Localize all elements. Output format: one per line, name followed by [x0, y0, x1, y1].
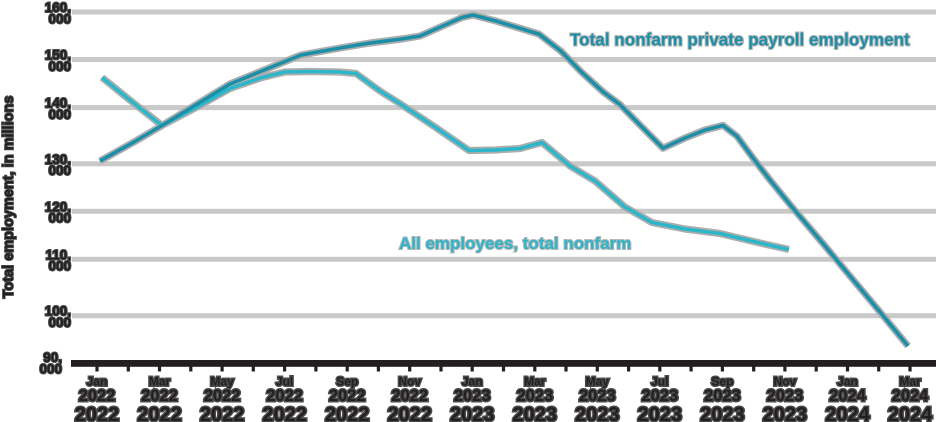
- svg-text:100,: 100,: [45, 304, 71, 319]
- svg-text:000: 000: [48, 259, 71, 274]
- svg-text:2022: 2022: [79, 387, 116, 405]
- svg-text:Total nonfarm private payroll: Total nonfarm private payroll employment: [570, 31, 910, 50]
- svg-text:2022: 2022: [266, 387, 303, 405]
- svg-text:2023: 2023: [516, 387, 553, 405]
- svg-text:120,: 120,: [45, 199, 71, 214]
- svg-text:2023: 2023: [575, 404, 620, 422]
- svg-text:Nov: Nov: [774, 375, 797, 389]
- svg-text:000: 000: [48, 211, 71, 226]
- svg-text:2022: 2022: [200, 404, 245, 422]
- svg-text:May: May: [210, 375, 234, 389]
- svg-text:000: 000: [48, 59, 71, 74]
- svg-text:140,: 140,: [45, 96, 71, 111]
- svg-text:2022: 2022: [141, 387, 178, 405]
- svg-text:2022: 2022: [391, 387, 428, 405]
- svg-text:Jan: Jan: [837, 375, 858, 389]
- svg-text:2024: 2024: [829, 387, 867, 405]
- svg-text:2023: 2023: [704, 387, 741, 405]
- svg-text:2023: 2023: [579, 387, 616, 405]
- svg-text:2023: 2023: [513, 404, 558, 422]
- svg-text:Mar: Mar: [899, 375, 921, 389]
- svg-text:2023: 2023: [767, 387, 804, 405]
- svg-text:Jan: Jan: [462, 375, 483, 389]
- svg-text:2022: 2022: [75, 404, 120, 422]
- svg-text:May: May: [586, 375, 610, 389]
- svg-text:Total employment, in millions: Total employment, in millions: [1, 96, 17, 299]
- svg-text:2022: 2022: [325, 404, 370, 422]
- svg-text:90,: 90,: [43, 350, 62, 365]
- svg-text:2024: 2024: [825, 404, 870, 422]
- svg-text:2024: 2024: [892, 387, 930, 405]
- svg-text:2023: 2023: [450, 404, 495, 422]
- svg-text:000: 000: [39, 361, 62, 376]
- svg-text:2023: 2023: [641, 387, 678, 405]
- svg-text:2023: 2023: [638, 404, 683, 422]
- svg-text:2023: 2023: [700, 404, 745, 422]
- svg-text:000: 000: [48, 107, 71, 122]
- svg-text:Jul: Jul: [651, 375, 668, 389]
- svg-text:2023: 2023: [454, 387, 491, 405]
- svg-text:160,: 160,: [45, 0, 71, 15]
- svg-text:All employees, total nonfarm: All employees, total nonfarm: [399, 234, 631, 253]
- svg-text:2024: 2024: [888, 404, 933, 422]
- svg-text:110,: 110,: [45, 247, 71, 262]
- svg-text:Jan: Jan: [87, 375, 108, 389]
- svg-text:Nov: Nov: [398, 375, 421, 389]
- svg-text:000: 000: [48, 163, 71, 178]
- svg-text:Sep: Sep: [711, 375, 733, 389]
- svg-text:130,: 130,: [45, 152, 71, 167]
- svg-text:2022: 2022: [387, 404, 432, 422]
- svg-text:150,: 150,: [45, 48, 71, 63]
- svg-text:2022: 2022: [262, 404, 307, 422]
- svg-text:2022: 2022: [204, 387, 241, 405]
- svg-text:Mar: Mar: [149, 375, 171, 389]
- svg-text:Sep: Sep: [336, 375, 358, 389]
- svg-text:Jul: Jul: [276, 375, 293, 389]
- svg-text:000: 000: [48, 315, 71, 330]
- svg-text:Mar: Mar: [524, 375, 546, 389]
- svg-text:2022: 2022: [137, 404, 182, 422]
- svg-text:2023: 2023: [763, 404, 808, 422]
- svg-text:000: 000: [48, 11, 71, 26]
- svg-text:2022: 2022: [329, 387, 366, 405]
